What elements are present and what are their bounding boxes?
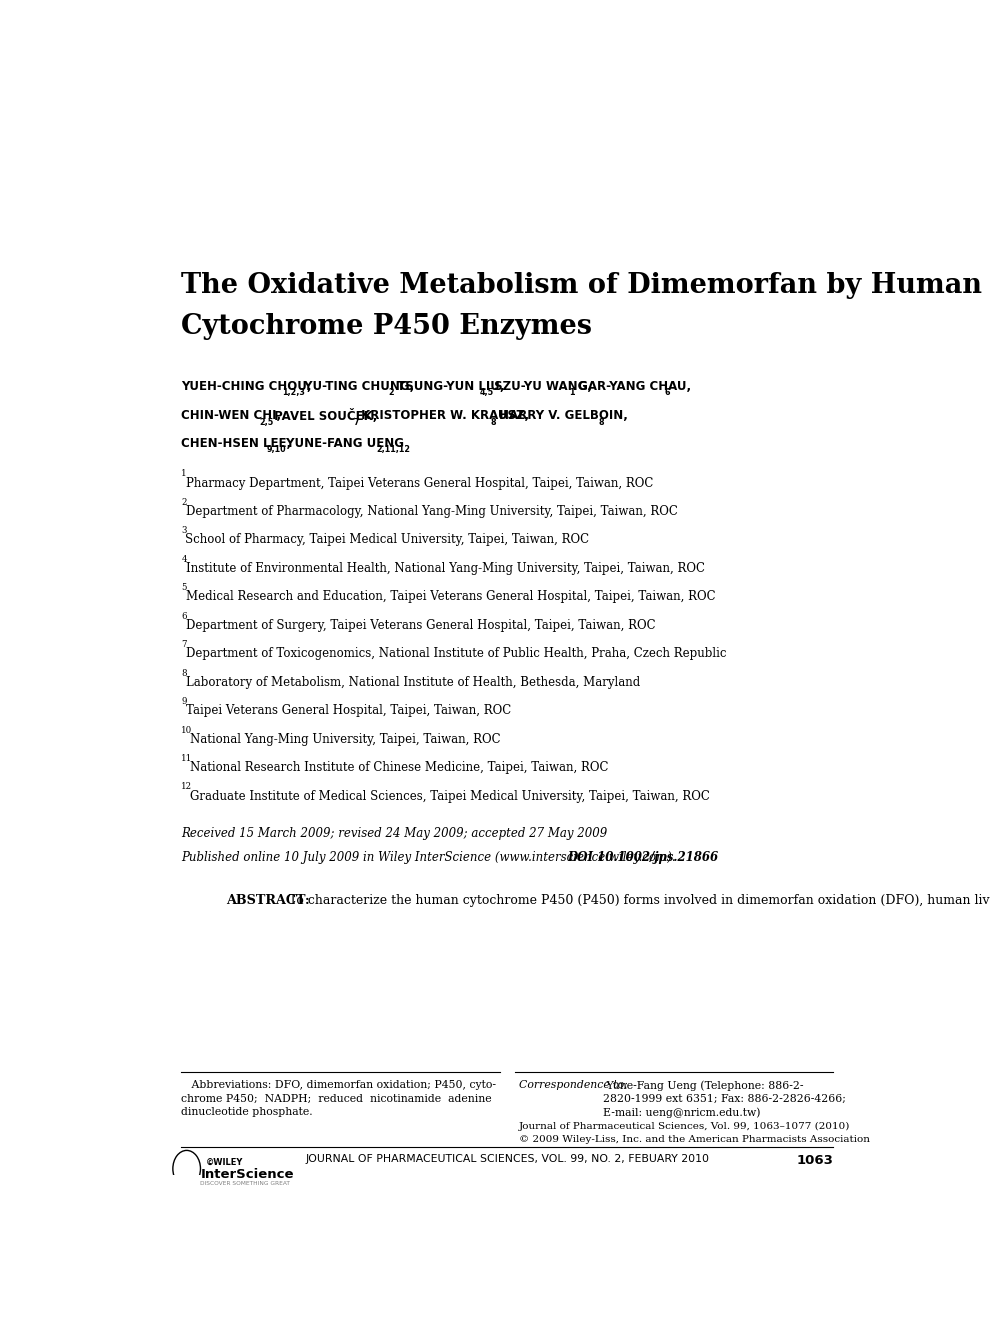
Text: Department of Surgery, Taipei Veterans General Hospital, Taipei, Taiwan, ROC: Department of Surgery, Taipei Veterans G…	[185, 619, 655, 632]
Text: 9: 9	[181, 697, 187, 706]
Text: JOURNAL OF PHARMACEUTICAL SCIENCES, VOL. 99, NO. 2, FEBUARY 2010: JOURNAL OF PHARMACEUTICAL SCIENCES, VOL.…	[305, 1155, 710, 1164]
Text: Pharmacy Department, Taipei Veterans General Hospital, Taipei, Taiwan, ROC: Pharmacy Department, Taipei Veterans Gen…	[186, 477, 653, 490]
Text: Graduate Institute of Medical Sciences, Taipei Medical University, Taipei, Taiwa: Graduate Institute of Medical Sciences, …	[190, 789, 710, 803]
Text: 1: 1	[569, 388, 575, 397]
Text: 6: 6	[664, 388, 670, 397]
Text: 11: 11	[181, 754, 192, 763]
Text: 9,10: 9,10	[266, 445, 286, 454]
Text: InterScience: InterScience	[200, 1168, 294, 1180]
Text: 4: 4	[181, 554, 187, 564]
Text: Correspondence to:: Correspondence to:	[519, 1080, 628, 1090]
Text: CHEN-HSEN LEE,: CHEN-HSEN LEE,	[181, 437, 291, 450]
Text: TSUNG-YUN LIU,: TSUNG-YUN LIU,	[393, 380, 505, 393]
Text: 4,5: 4,5	[479, 388, 494, 397]
Text: ©WILEY: ©WILEY	[206, 1158, 244, 1167]
Text: 1: 1	[181, 470, 187, 478]
Text: 2: 2	[181, 498, 187, 507]
Text: 8: 8	[491, 417, 496, 426]
Text: YUEH-CHING CHOU,: YUEH-CHING CHOU,	[181, 380, 312, 393]
Text: © 2009 Wiley-Liss, Inc. and the American Pharmacists Association: © 2009 Wiley-Liss, Inc. and the American…	[519, 1135, 870, 1144]
Text: CHIN-WEN CHI,: CHIN-WEN CHI,	[181, 409, 281, 422]
Text: KRISTOPHER W. KRAUSZ,: KRISTOPHER W. KRAUSZ,	[357, 409, 530, 422]
Text: Taipei Veterans General Hospital, Taipei, Taiwan, ROC: Taipei Veterans General Hospital, Taipei…	[185, 704, 511, 717]
Text: GAR-YANG CHAU,: GAR-YANG CHAU,	[574, 380, 691, 393]
Text: School of Pharmacy, Taipei Medical University, Taipei, Taiwan, ROC: School of Pharmacy, Taipei Medical Unive…	[185, 533, 590, 546]
Text: To characterize the human cytochrome P450 (P450) forms involved in dimemorfan ox: To characterize the human cytochrome P45…	[281, 894, 990, 907]
Text: Medical Research and Education, Taipei Veterans General Hospital, Taipei, Taiwan: Medical Research and Education, Taipei V…	[185, 590, 715, 603]
Text: DOI 10.1002/jps.21866: DOI 10.1002/jps.21866	[567, 850, 719, 863]
Text: Institute of Environmental Health, National Yang-Ming University, Taipei, Taiwan: Institute of Environmental Health, Natio…	[185, 562, 705, 576]
Text: PAVEL SOUČEK,: PAVEL SOUČEK,	[270, 409, 377, 424]
Text: 10: 10	[181, 726, 192, 734]
Text: Journal of Pharmaceutical Sciences, Vol. 99, 1063–1077 (2010): Journal of Pharmaceutical Sciences, Vol.…	[519, 1122, 850, 1131]
Text: Yune-Fang Ueng (Telephone: 886-2-
2820-1999 ext 6351; Fax: 886-2-2826-4266;
E-ma: Yune-Fang Ueng (Telephone: 886-2- 2820-1…	[603, 1080, 846, 1118]
Text: National Yang-Ming University, Taipei, Taiwan, ROC: National Yang-Ming University, Taipei, T…	[190, 733, 501, 746]
Text: 3: 3	[181, 527, 187, 536]
Text: 6: 6	[181, 611, 187, 620]
Text: YUNE-FANG UENG: YUNE-FANG UENG	[282, 437, 404, 450]
Text: National Research Institute of Chinese Medicine, Taipei, Taiwan, ROC: National Research Institute of Chinese M…	[190, 762, 609, 774]
Text: 2,11,12: 2,11,12	[376, 445, 411, 454]
Text: Laboratory of Metabolism, National Institute of Health, Bethesda, Maryland: Laboratory of Metabolism, National Insti…	[186, 676, 640, 689]
Text: HARRY V. GELBOIN,: HARRY V. GELBOIN,	[495, 409, 628, 422]
Text: Received 15 March 2009; revised 24 May 2009; accepted 27 May 2009: Received 15 March 2009; revised 24 May 2…	[181, 828, 608, 841]
Text: 5: 5	[181, 583, 187, 593]
Text: 1,2,3: 1,2,3	[282, 388, 305, 397]
Text: The Oxidative Metabolism of Dimemorfan by Human: The Oxidative Metabolism of Dimemorfan b…	[181, 272, 982, 300]
Text: DISCOVER SOMETHING GREAT: DISCOVER SOMETHING GREAT	[200, 1181, 290, 1185]
Text: Published online 10 July 2009 in Wiley InterScience (www.interscience.wiley.com): Published online 10 July 2009 in Wiley I…	[181, 850, 680, 863]
Text: Cytochrome P450 Enzymes: Cytochrome P450 Enzymes	[181, 313, 592, 339]
Text: 7: 7	[181, 640, 187, 649]
Text: ABSTRACT:: ABSTRACT:	[226, 894, 310, 907]
Text: SZU-YU WANG,: SZU-YU WANG,	[490, 380, 592, 393]
Text: Department of Pharmacology, National Yang-Ming University, Taipei, Taiwan, ROC: Department of Pharmacology, National Yan…	[185, 506, 677, 517]
Text: 7: 7	[353, 417, 358, 426]
Text: 8: 8	[181, 669, 187, 677]
Text: YU-TING CHUNG,: YU-TING CHUNG,	[300, 380, 415, 393]
Text: 12: 12	[181, 783, 192, 792]
Text: 1063: 1063	[797, 1155, 834, 1167]
Text: Department of Toxicogenomics, National Institute of Public Health, Praha, Czech : Department of Toxicogenomics, National I…	[185, 647, 726, 660]
Text: 2,5: 2,5	[259, 417, 273, 426]
Text: 8: 8	[598, 417, 604, 426]
Text: Abbreviations: DFO, dimemorfan oxidation; P450, cyto-
chrome P450;  NADPH;  redu: Abbreviations: DFO, dimemorfan oxidation…	[181, 1080, 496, 1117]
Text: 2: 2	[389, 388, 394, 397]
